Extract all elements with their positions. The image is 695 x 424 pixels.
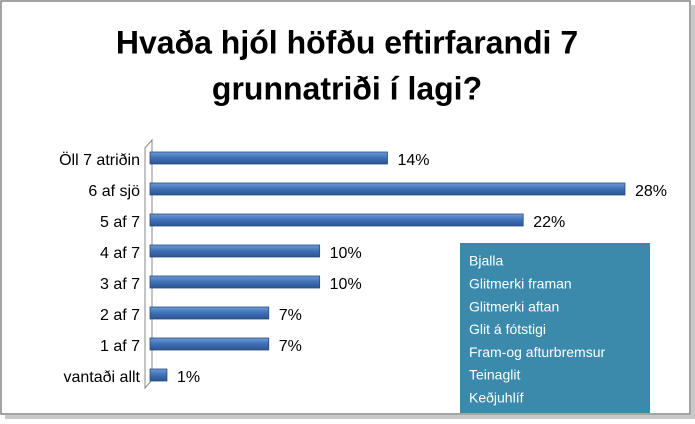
bar: [149, 275, 321, 289]
bar: [149, 368, 168, 382]
chart-title: grunnatriði í lagi?: [212, 70, 482, 106]
value-label: 28%: [635, 183, 667, 200]
annotation-line: Keðjuhlíf: [469, 390, 524, 406]
y-tick-label: 4 af 7: [100, 245, 140, 262]
shadow: [5, 415, 695, 419]
y-tick-label: vantaði allt: [64, 369, 141, 386]
annotation-line: Teinaglit: [469, 367, 520, 383]
value-label: 7%: [279, 338, 302, 355]
y-tick-label: 1 af 7: [100, 338, 140, 355]
bar: [149, 244, 321, 258]
shadow: [691, 5, 695, 417]
annotation-line: Glitmerki framan: [469, 276, 572, 292]
y-tick-label: 2 af 7: [100, 307, 140, 324]
bar: [149, 306, 270, 320]
annotation-line: Fram-og afturbremsur: [469, 344, 605, 360]
value-label: 14%: [398, 152, 430, 169]
bar: [149, 213, 524, 227]
annotation-box: [460, 243, 650, 413]
y-tick-label: Öll 7 atriðin: [59, 151, 140, 169]
value-label: 7%: [279, 307, 302, 324]
bar: [149, 182, 626, 196]
annotation-line: Glitmerki aftan: [469, 298, 559, 314]
annotation-line: Bjalla: [469, 253, 503, 269]
annotation-line: Glit á fótstigi: [469, 321, 546, 337]
annotation: Bjalla Glitmerki framan Glitmerki aftan Gli…: [469, 253, 605, 406]
bar: [149, 151, 388, 165]
y-tick-label: 3 af 7: [100, 276, 140, 293]
y-tick-label: 6 af sjö: [88, 183, 140, 200]
value-label: 1%: [177, 369, 200, 386]
y-tick-label: 5 af 7: [100, 214, 140, 231]
axis-wall: [144, 138, 153, 390]
bar: [149, 337, 270, 351]
value-label: 22%: [533, 214, 565, 231]
value-label: 10%: [330, 276, 362, 293]
value-label: 10%: [330, 245, 362, 262]
chart-title: Hvaða hjól höfðu eftirfarandi 7: [116, 24, 578, 60]
